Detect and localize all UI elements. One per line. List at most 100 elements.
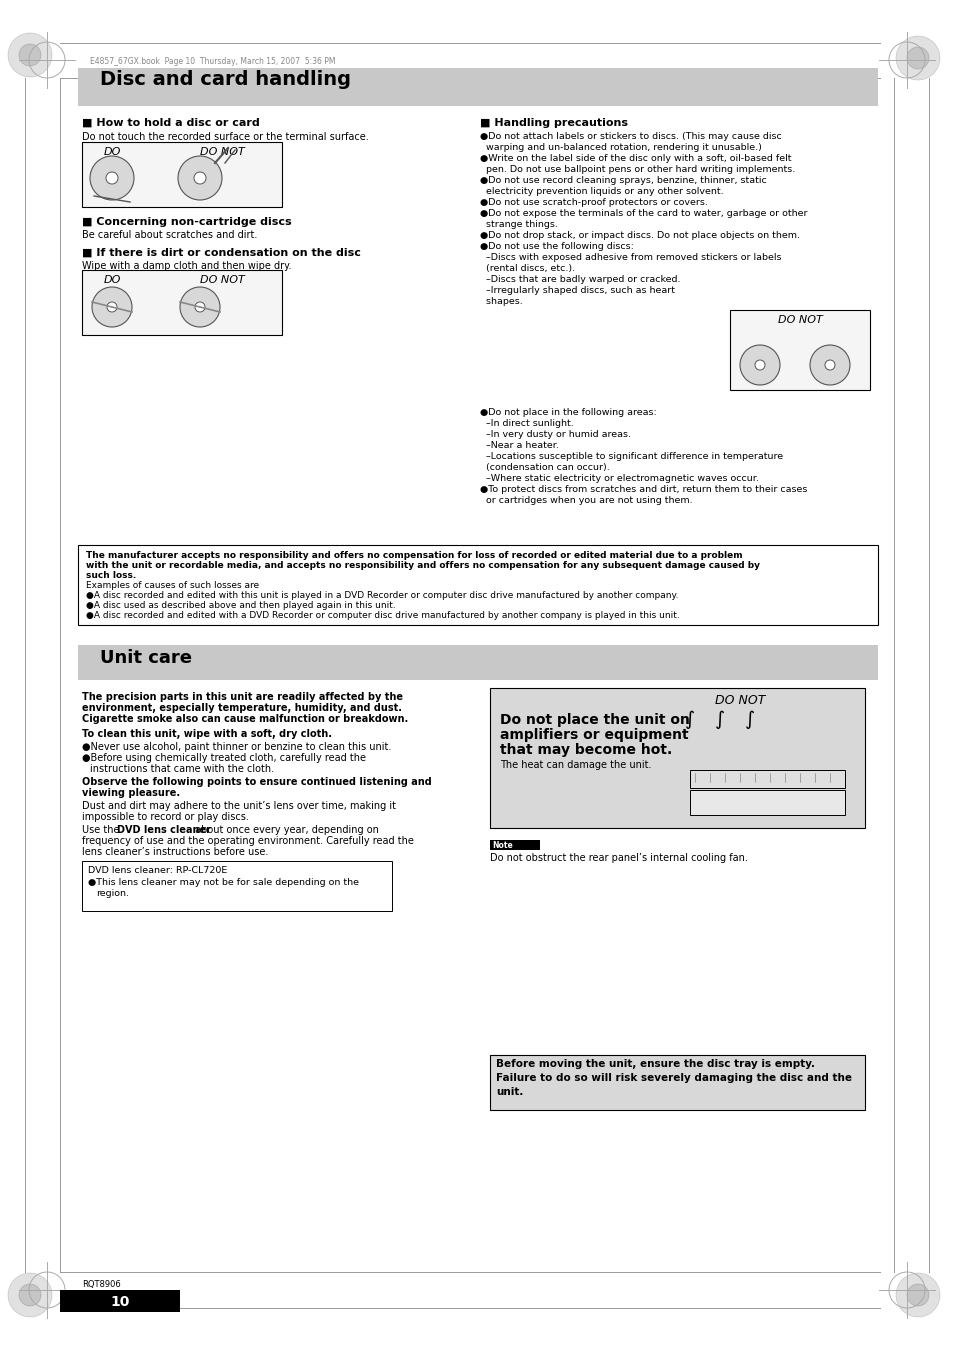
Text: DO NOT: DO NOT <box>199 276 244 285</box>
Bar <box>729 309 869 390</box>
Text: (condensation can occur).: (condensation can occur). <box>479 463 609 471</box>
Text: ●Do not use record cleaning sprays, benzine, thinner, static: ●Do not use record cleaning sprays, benz… <box>479 176 766 185</box>
Text: Cigarette smoke also can cause malfunction or breakdown.: Cigarette smoke also can cause malfuncti… <box>82 713 408 724</box>
Text: DO NOT: DO NOT <box>777 315 821 326</box>
Text: Observe the following points to ensure continued listening and: Observe the following points to ensure c… <box>82 777 432 788</box>
Text: or cartridges when you are not using them.: or cartridges when you are not using the… <box>479 496 692 505</box>
Text: RQT8906: RQT8906 <box>82 1279 121 1289</box>
Bar <box>490 840 539 850</box>
Circle shape <box>824 359 834 370</box>
Text: ■ Concerning non-cartridge discs: ■ Concerning non-cartridge discs <box>82 218 292 227</box>
Text: The manufacturer accepts no responsibility and offers no compensation for loss o: The manufacturer accepts no responsibili… <box>86 551 741 561</box>
Text: ●Before using chemically treated cloth, carefully read the: ●Before using chemically treated cloth, … <box>82 753 366 763</box>
Text: ●Never use alcohol, paint thinner or benzine to clean this unit.: ●Never use alcohol, paint thinner or ben… <box>82 742 391 753</box>
Text: To clean this unit, wipe with a soft, dry cloth.: To clean this unit, wipe with a soft, dr… <box>82 730 332 739</box>
Text: –Locations susceptible to significant difference in temperature: –Locations susceptible to significant di… <box>479 453 782 461</box>
Text: Disc and card handling: Disc and card handling <box>100 70 351 89</box>
Text: ∫: ∫ <box>744 711 754 730</box>
Text: ●A disc recorded and edited with this unit is played in a DVD Recorder or comput: ●A disc recorded and edited with this un… <box>86 590 678 600</box>
Text: with the unit or recordable media, and accepts no responsibility and offers no c: with the unit or recordable media, and a… <box>86 561 760 570</box>
Text: DO: DO <box>103 147 121 157</box>
Circle shape <box>180 286 220 327</box>
Bar <box>82 142 282 207</box>
Text: warping and un-balanced rotation, rendering it unusable.): warping and un-balanced rotation, render… <box>479 143 761 153</box>
Circle shape <box>895 36 939 80</box>
Text: environment, especially temperature, humidity, and dust.: environment, especially temperature, hum… <box>82 703 401 713</box>
Text: ●Do not expose the terminals of the card to water, garbage or other: ●Do not expose the terminals of the card… <box>479 209 806 218</box>
Text: that may become hot.: that may become hot. <box>499 743 672 757</box>
Text: 10: 10 <box>111 1296 130 1309</box>
Circle shape <box>754 359 764 370</box>
Text: (rental discs, etc.).: (rental discs, etc.). <box>479 263 575 273</box>
Text: Failure to do so will risk severely damaging the disc and the: Failure to do so will risk severely dama… <box>496 1073 851 1084</box>
Text: DVD lens cleaner: RP-CL720E: DVD lens cleaner: RP-CL720E <box>88 866 227 875</box>
Circle shape <box>90 155 133 200</box>
Text: amplifiers or equipment: amplifiers or equipment <box>499 728 688 742</box>
Text: Wipe with a damp cloth and then wipe dry.: Wipe with a damp cloth and then wipe dry… <box>82 261 292 272</box>
FancyBboxPatch shape <box>78 644 877 680</box>
Text: The precision parts in this unit are readily affected by the: The precision parts in this unit are rea… <box>82 692 402 703</box>
Text: E4857_67GX.book  Page 10  Thursday, March 15, 2007  5:36 PM: E4857_67GX.book Page 10 Thursday, March … <box>90 57 335 66</box>
Circle shape <box>106 172 118 184</box>
Text: pen. Do not use ballpoint pens or other hard writing implements.: pen. Do not use ballpoint pens or other … <box>479 165 795 174</box>
Circle shape <box>740 345 780 385</box>
Bar <box>78 544 877 626</box>
Circle shape <box>194 303 205 312</box>
Bar <box>60 1290 180 1312</box>
Bar <box>689 790 844 815</box>
Text: electricity prevention liquids or any other solvent.: electricity prevention liquids or any ot… <box>479 186 723 196</box>
Circle shape <box>895 1273 939 1317</box>
Text: The heat can damage the unit.: The heat can damage the unit. <box>499 761 651 770</box>
Text: Be careful about scratches and dirt.: Be careful about scratches and dirt. <box>82 230 257 240</box>
Circle shape <box>906 1283 928 1306</box>
Text: –In direct sunlight.: –In direct sunlight. <box>479 419 573 428</box>
Text: ●To protect discs from scratches and dirt, return them to their cases: ●To protect discs from scratches and dir… <box>479 485 806 494</box>
Text: Unit care: Unit care <box>100 648 192 667</box>
Text: Note: Note <box>492 842 512 850</box>
Text: impossible to record or play discs.: impossible to record or play discs. <box>82 812 249 821</box>
Circle shape <box>178 155 222 200</box>
Circle shape <box>193 172 206 184</box>
Text: such loss.: such loss. <box>86 571 136 580</box>
Text: Examples of causes of such losses are: Examples of causes of such losses are <box>86 581 259 590</box>
Circle shape <box>906 47 928 69</box>
Text: ●Do not use scratch-proof protectors or covers.: ●Do not use scratch-proof protectors or … <box>479 199 707 207</box>
Text: ∫: ∫ <box>714 711 724 730</box>
Text: DVD lens cleaner: DVD lens cleaner <box>117 825 211 835</box>
Text: region.: region. <box>96 889 129 898</box>
Text: DO NOT: DO NOT <box>714 694 764 707</box>
Text: Do not touch the recorded surface or the terminal surface.: Do not touch the recorded surface or the… <box>82 132 369 142</box>
Text: –Discs with exposed adhesive from removed stickers or labels: –Discs with exposed adhesive from remove… <box>479 253 781 262</box>
Circle shape <box>19 1283 41 1306</box>
Text: ●Do not drop stack, or impact discs. Do not place objects on them.: ●Do not drop stack, or impact discs. Do … <box>479 231 800 240</box>
Text: Use the: Use the <box>82 825 123 835</box>
Text: viewing pleasure.: viewing pleasure. <box>82 788 180 798</box>
Text: ■ How to hold a disc or card: ■ How to hold a disc or card <box>82 118 259 128</box>
Circle shape <box>8 1273 52 1317</box>
FancyBboxPatch shape <box>78 68 877 105</box>
Text: DO: DO <box>103 276 121 285</box>
Text: ∫: ∫ <box>684 711 695 730</box>
Text: Do not place the unit on: Do not place the unit on <box>499 713 689 727</box>
Text: –Irregularly shaped discs, such as heart: –Irregularly shaped discs, such as heart <box>479 286 675 295</box>
Bar <box>82 270 282 335</box>
Text: instructions that came with the cloth.: instructions that came with the cloth. <box>90 765 274 774</box>
Text: –Discs that are badly warped or cracked.: –Discs that are badly warped or cracked. <box>479 276 679 284</box>
Text: unit.: unit. <box>496 1088 523 1097</box>
Text: shapes.: shapes. <box>479 297 522 305</box>
Circle shape <box>8 32 52 77</box>
Text: ●Do not attach labels or stickers to discs. (This may cause disc: ●Do not attach labels or stickers to dis… <box>479 132 781 141</box>
Text: –Near a heater.: –Near a heater. <box>479 440 558 450</box>
Bar <box>490 688 864 828</box>
Circle shape <box>91 286 132 327</box>
Text: strange things.: strange things. <box>479 220 558 230</box>
Text: ●A disc used as described above and then played again in this unit.: ●A disc used as described above and then… <box>86 601 395 611</box>
Text: lens cleaner’s instructions before use.: lens cleaner’s instructions before use. <box>82 847 268 857</box>
Bar <box>490 1055 864 1111</box>
Text: Dust and dirt may adhere to the unit’s lens over time, making it: Dust and dirt may adhere to the unit’s l… <box>82 801 395 811</box>
Text: ●A disc recorded and edited with a DVD Recorder or computer disc drive manufactu: ●A disc recorded and edited with a DVD R… <box>86 611 679 620</box>
Text: –Where static electricity or electromagnetic waves occur.: –Where static electricity or electromagn… <box>479 474 758 484</box>
Text: Before moving the unit, ensure the disc tray is empty.: Before moving the unit, ensure the disc … <box>496 1059 814 1069</box>
Text: ■ Handling precautions: ■ Handling precautions <box>479 118 627 128</box>
Text: ●Write on the label side of the disc only with a soft, oil-based felt: ●Write on the label side of the disc onl… <box>479 154 791 163</box>
